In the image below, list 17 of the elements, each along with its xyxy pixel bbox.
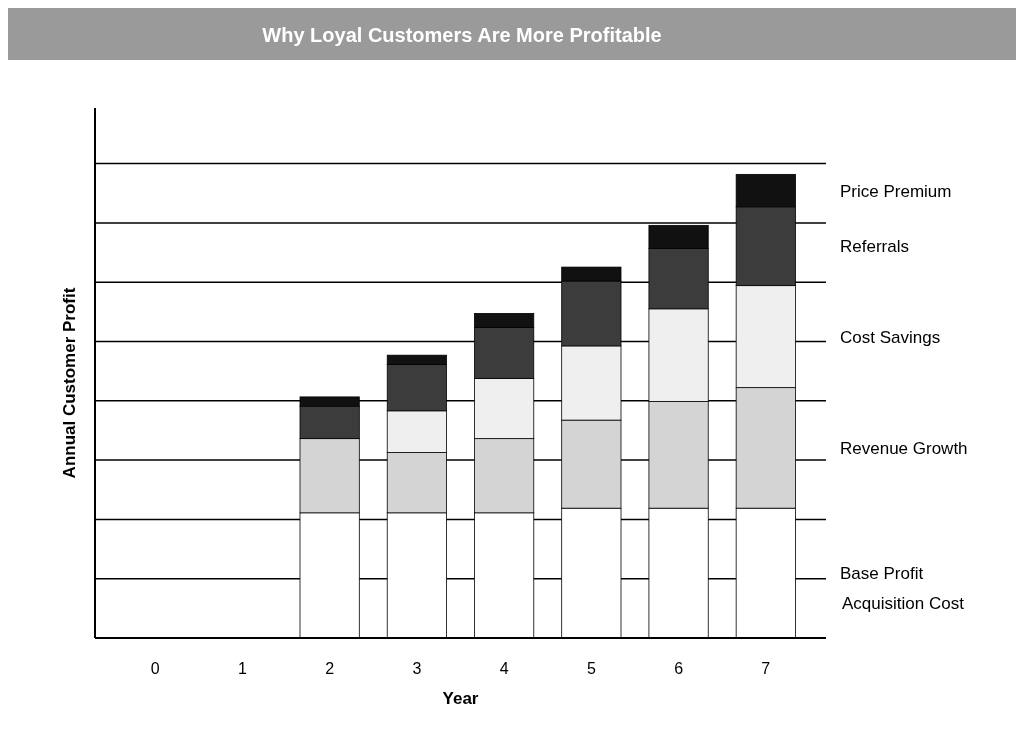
x-tick-label: 7 bbox=[761, 660, 771, 677]
x-tick-label: 4 bbox=[499, 660, 509, 677]
y-axis-title: Annual Customer Profit bbox=[60, 287, 79, 479]
text: Revenue Growth bbox=[840, 438, 968, 458]
x-tick-label: 1 bbox=[237, 660, 247, 677]
text: Base Profit bbox=[840, 564, 924, 584]
x-axis-title: Year bbox=[442, 689, 479, 708]
text: Cost Savings bbox=[840, 327, 941, 347]
x-tick-label: 0 bbox=[150, 660, 160, 677]
x-tick-label: 3 bbox=[412, 660, 422, 677]
text: Price Premium bbox=[840, 181, 952, 201]
x-tick-label: 6 bbox=[674, 660, 684, 677]
text: Acquisition Cost bbox=[842, 594, 965, 614]
x-tick-label: 2 bbox=[325, 660, 335, 677]
chart-title: Why Loyal Customers Are More Profitable bbox=[262, 24, 662, 46]
text: Referrals bbox=[840, 237, 909, 257]
x-tick-label: 5 bbox=[586, 660, 596, 677]
